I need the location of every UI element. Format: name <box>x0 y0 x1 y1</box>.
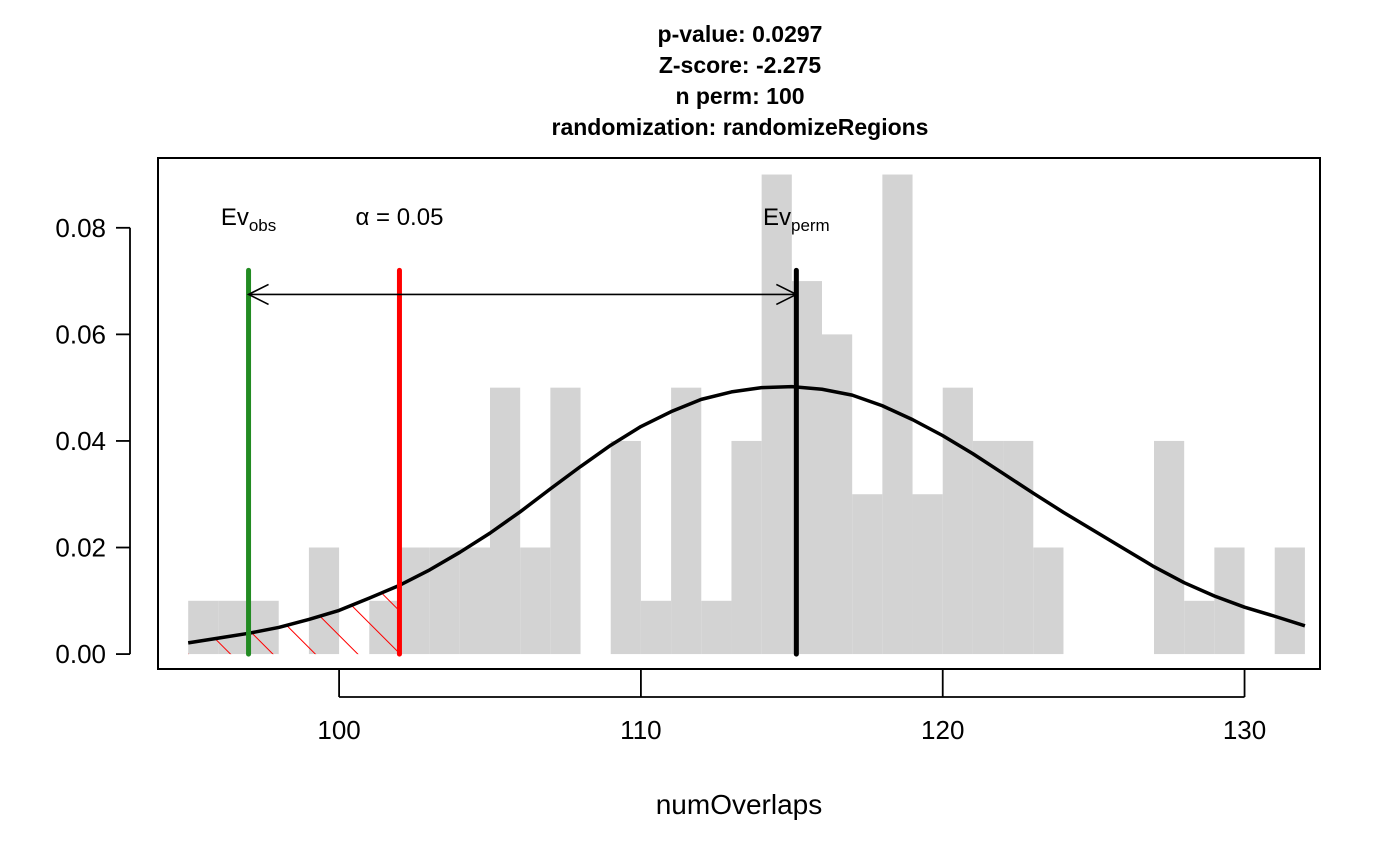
histogram-bar <box>1154 440 1185 655</box>
title-line-randomization: randomization: randomizeRegions <box>552 114 929 140</box>
histogram-bar <box>1184 600 1215 655</box>
y-tick-label: 0.04 <box>55 426 106 456</box>
histogram-bar <box>610 440 641 655</box>
title-line-pvalue: p-value: 0.0297 <box>658 21 823 47</box>
x-tick-label: 100 <box>317 715 360 745</box>
histogram-bar <box>550 387 581 655</box>
tail-region <box>188 585 400 655</box>
histogram-bar <box>1033 547 1064 655</box>
ev-obs-sub: obs <box>249 216 276 235</box>
ev-perm-sub: perm <box>791 216 830 235</box>
x-tick-label: 120 <box>921 715 964 745</box>
tail-hatch <box>188 585 400 655</box>
histogram-bar <box>852 494 883 655</box>
histogram-bar <box>399 547 430 655</box>
x-tick-label: 110 <box>620 715 661 745</box>
histogram-bar <box>640 600 672 655</box>
y-tick-label: 0.00 <box>55 639 106 669</box>
histogram-bar <box>1003 440 1034 655</box>
histogram-bar <box>972 440 1004 655</box>
title-line-zscore: Z-score: -2.275 <box>659 52 822 78</box>
distance-arrow-head-left <box>246 283 269 306</box>
y-tick-label: 0.02 <box>55 533 106 563</box>
ev-perm-label: Evperm <box>763 204 830 235</box>
chart-title: p-value: 0.0297 Z-score: -2.275 n perm: … <box>552 21 929 140</box>
title-line-nperm: n perm: 100 <box>675 83 804 109</box>
alpha-label: α = 0.05 <box>355 204 443 231</box>
ev-perm-main: Ev <box>763 204 791 231</box>
y-tick-label: 0.06 <box>55 319 106 349</box>
y-axis: 0.00 0.02 0.04 0.06 0.08 <box>55 213 131 669</box>
y-tick-label: 0.08 <box>55 213 106 243</box>
histogram-bar <box>429 547 460 655</box>
plot-frame <box>157 157 1321 670</box>
ev-obs-main: Ev <box>221 204 249 231</box>
x-axis-label: numOverlaps <box>656 789 823 820</box>
histogram-bar <box>459 547 490 655</box>
histogram-bar <box>731 440 762 655</box>
density-curve <box>187 384 1306 645</box>
histogram-bar <box>1274 547 1305 655</box>
x-tick-label: 130 <box>1223 715 1266 745</box>
histogram-bar <box>942 387 973 655</box>
histogram-bars <box>188 174 1305 655</box>
annotations: Evobs α = 0.05 Evperm <box>221 204 830 235</box>
histogram-bar <box>701 600 732 655</box>
histogram-bar <box>671 387 702 655</box>
ev-obs-label: Evobs <box>221 204 276 235</box>
x-axis: 100 110 120 130 <box>317 669 1266 745</box>
histogram-bar <box>822 334 853 655</box>
reference-lines <box>246 267 799 657</box>
density-curve-layer <box>187 384 1306 645</box>
histogram-bar <box>761 174 792 655</box>
distance-arrow-head-right <box>775 283 799 306</box>
distance-arrow-layer <box>246 283 799 306</box>
histogram-bar <box>912 494 943 655</box>
histogram-bar <box>520 547 551 655</box>
